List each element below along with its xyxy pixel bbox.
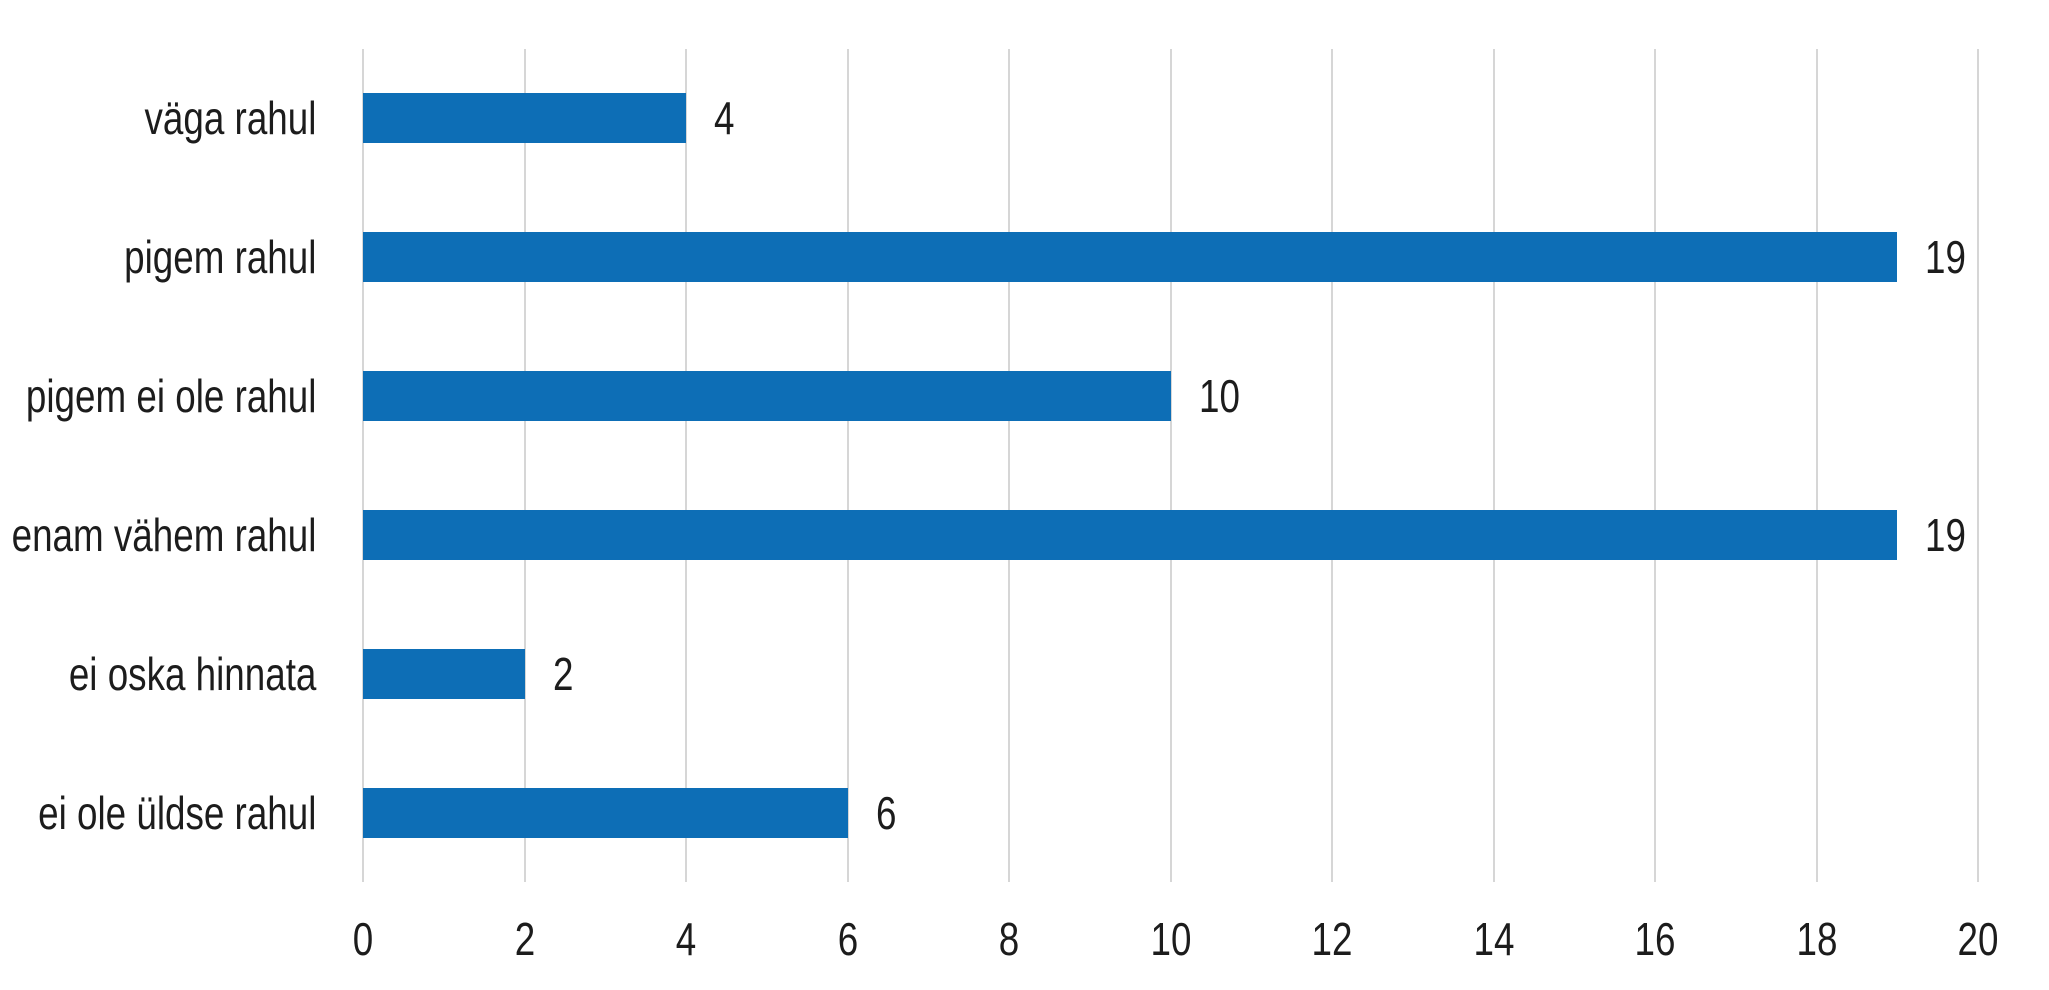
bar-row: 2 xyxy=(363,604,1978,743)
bar xyxy=(363,509,1898,560)
category-label: pigem rahul xyxy=(124,231,317,284)
y-axis-category-labels: väga rahul pigem rahul pigem ei ole rahul e… xyxy=(0,49,330,882)
bar-row: 19 xyxy=(363,466,1978,605)
gridline xyxy=(1169,49,1172,882)
bar-row: 6 xyxy=(363,743,1978,882)
gridline xyxy=(362,49,364,882)
gridline xyxy=(1492,49,1495,882)
gridline xyxy=(846,49,849,882)
gridline xyxy=(1977,49,1979,882)
x-tick-label: 14 xyxy=(1473,913,1514,965)
category-label: ei ole üldse rahul xyxy=(38,786,317,839)
x-tick-label: 6 xyxy=(837,913,858,965)
bar xyxy=(363,232,1898,283)
value-label: 6 xyxy=(875,786,896,839)
gridline xyxy=(1654,49,1656,882)
x-axis-tick-labels: 0 2 4 6 8 10 12 14 16 18 20 xyxy=(353,913,1999,966)
bar xyxy=(363,787,848,838)
x-tick-label: 4 xyxy=(675,913,697,965)
value-label: 2 xyxy=(552,647,573,700)
value-label: 4 xyxy=(714,92,735,145)
x-tick-label: 18 xyxy=(1796,913,1837,965)
x-tick-label: 2 xyxy=(514,913,535,965)
gridline xyxy=(685,49,687,882)
plot-area: 4 19 10 19 2 6 xyxy=(362,49,1979,882)
gridline xyxy=(1815,49,1818,882)
bar xyxy=(363,648,525,699)
gridline xyxy=(1331,49,1333,882)
category-label: pigem ei ole rahul xyxy=(25,370,317,423)
x-tick-label: 12 xyxy=(1311,913,1353,965)
category-label: väga rahul xyxy=(144,92,317,145)
value-label: 19 xyxy=(1925,508,1967,561)
gridline xyxy=(523,49,526,882)
x-tick-label: 16 xyxy=(1634,913,1676,965)
x-tick-label: 10 xyxy=(1150,913,1191,965)
value-label: 10 xyxy=(1198,370,1240,423)
x-tick-label: 8 xyxy=(998,913,1020,965)
bar-row: 10 xyxy=(363,327,1978,466)
category-label: enam vähem rahul xyxy=(11,508,317,561)
gridline xyxy=(1008,49,1010,882)
bar-row: 4 xyxy=(363,49,1978,188)
value-label: 19 xyxy=(1925,231,1967,284)
bar-row: 19 xyxy=(363,188,1978,327)
bar xyxy=(363,93,686,144)
x-tick-label: 20 xyxy=(1957,913,1999,965)
x-tick-label: 0 xyxy=(352,913,374,965)
category-label: ei oska hinnata xyxy=(68,647,317,700)
bar xyxy=(363,371,1171,422)
